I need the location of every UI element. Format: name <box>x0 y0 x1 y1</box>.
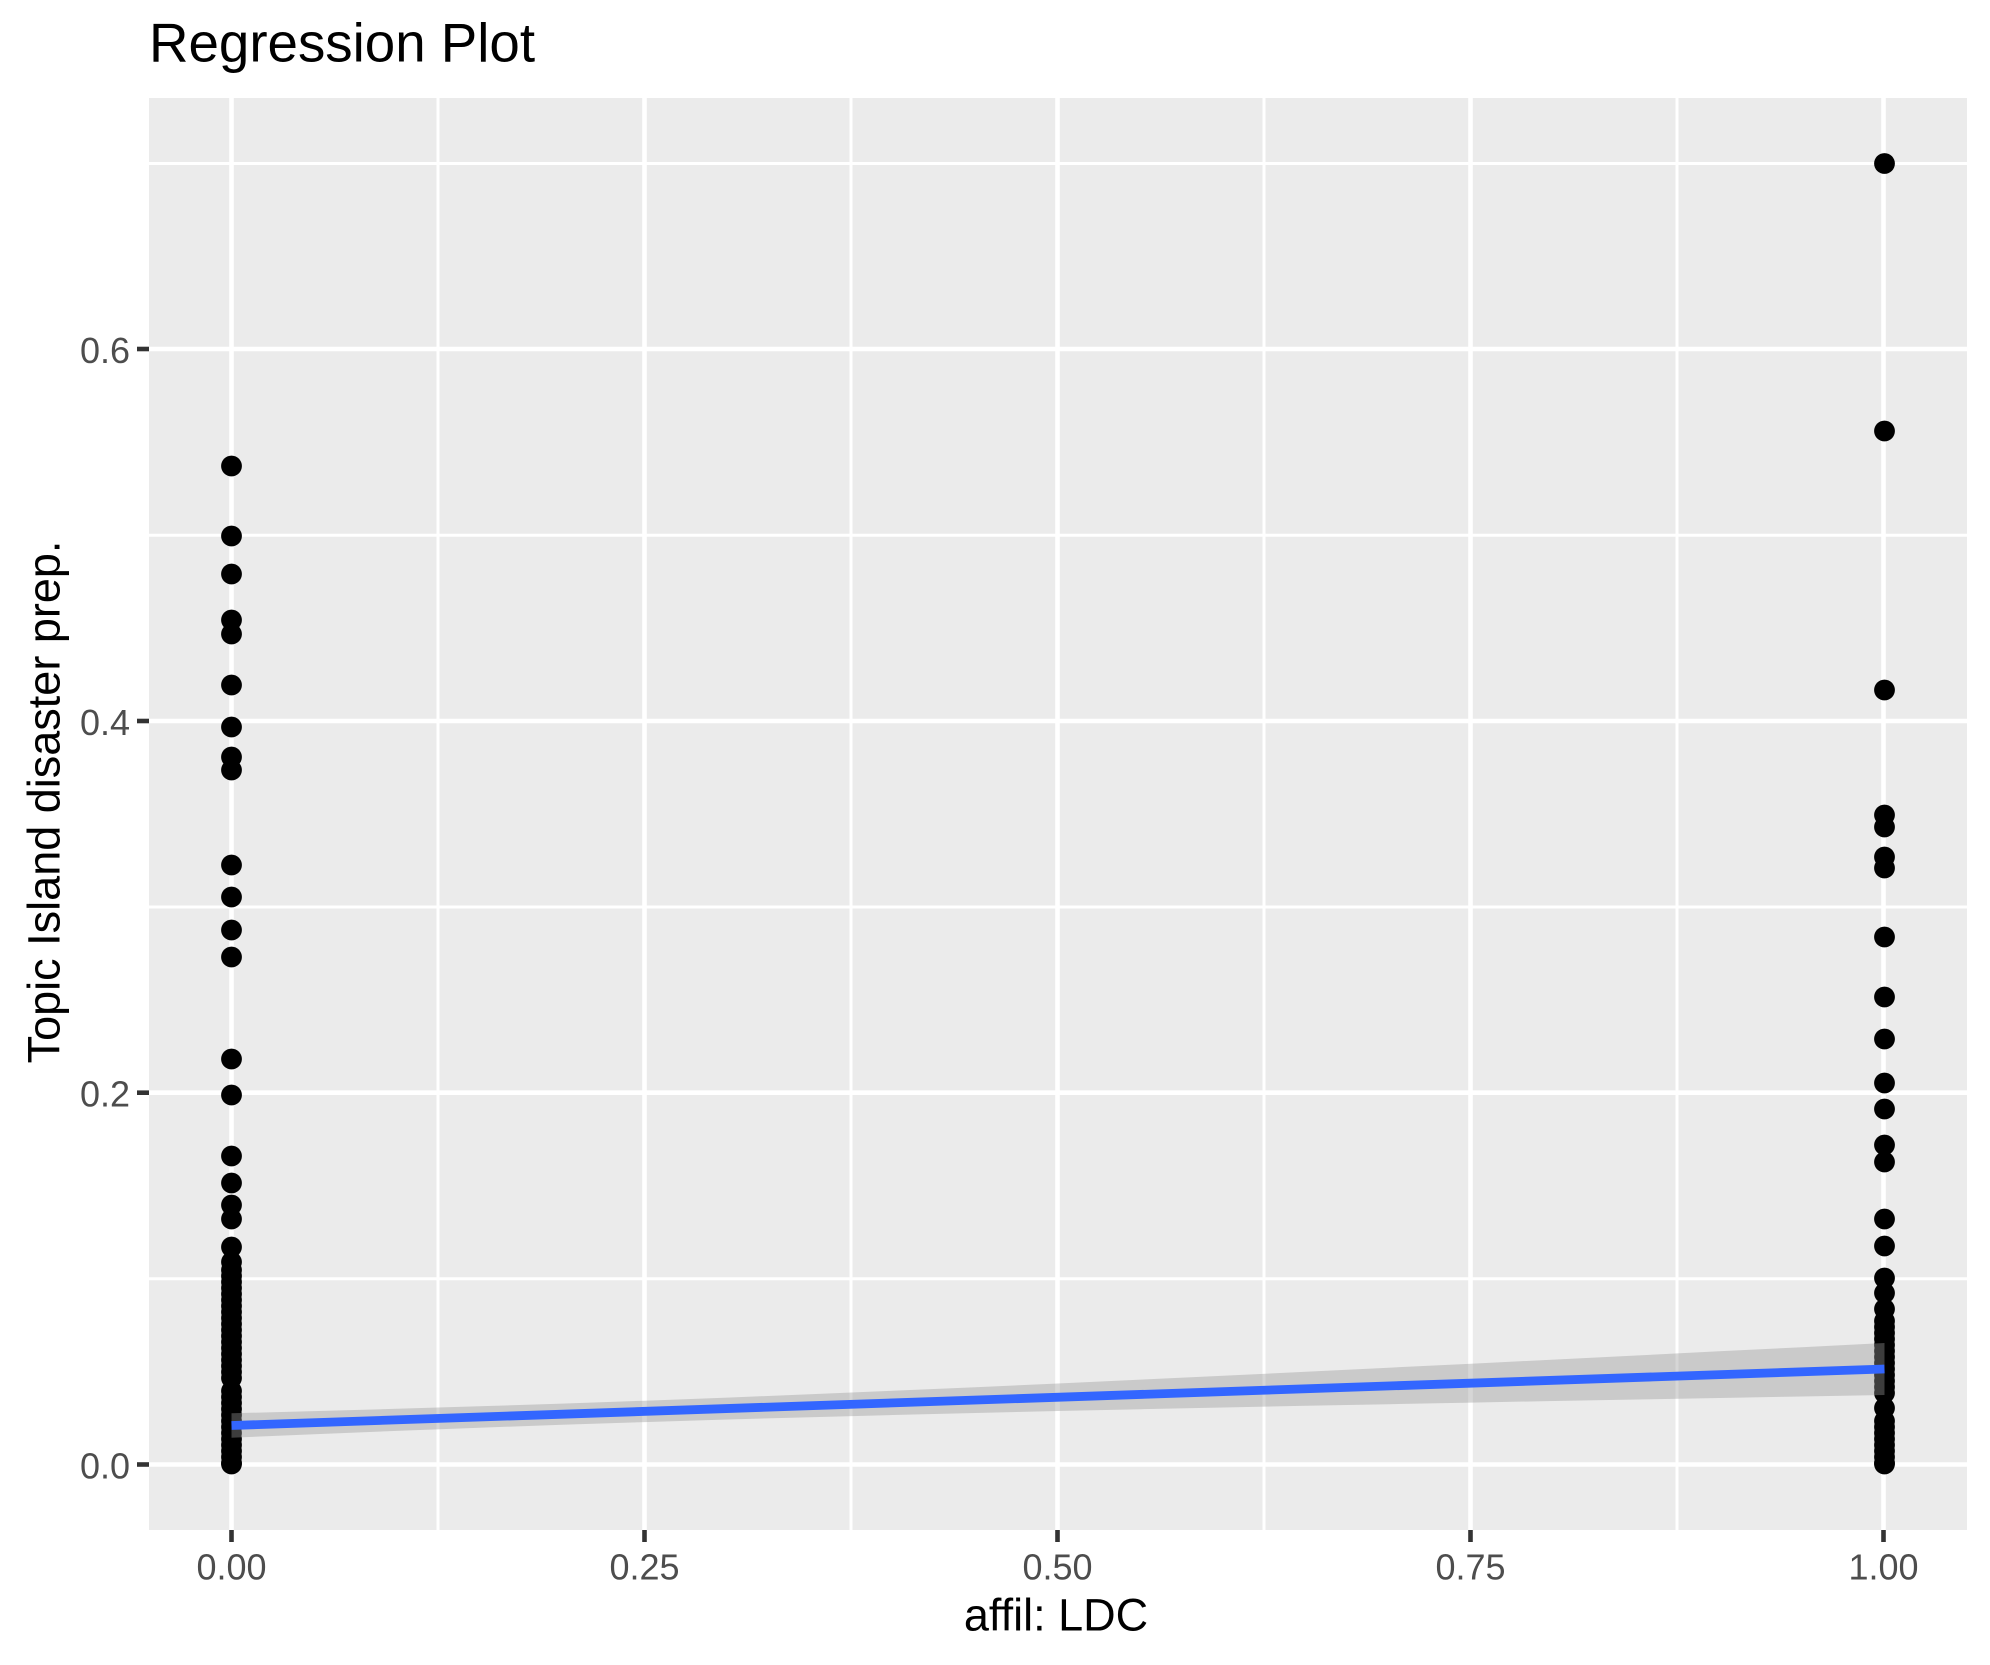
svg-text:0.25: 0.25 <box>609 1547 679 1588</box>
svg-text:0.0: 0.0 <box>80 1445 130 1486</box>
svg-text:Regression Plot: Regression Plot <box>149 12 535 74</box>
svg-text:0.2: 0.2 <box>80 1074 130 1115</box>
svg-text:0.4: 0.4 <box>80 702 130 743</box>
svg-text:Topic Island disaster prep.: Topic Island disaster prep. <box>19 541 70 1064</box>
svg-text:0.6: 0.6 <box>80 330 130 371</box>
svg-text:0.00: 0.00 <box>196 1547 266 1588</box>
svg-text:0.50: 0.50 <box>1022 1547 1092 1588</box>
svg-text:1.00: 1.00 <box>1848 1547 1918 1588</box>
svg-text:affil: LDC: affil: LDC <box>964 1590 1148 1641</box>
svg-text:0.75: 0.75 <box>1435 1547 1505 1588</box>
